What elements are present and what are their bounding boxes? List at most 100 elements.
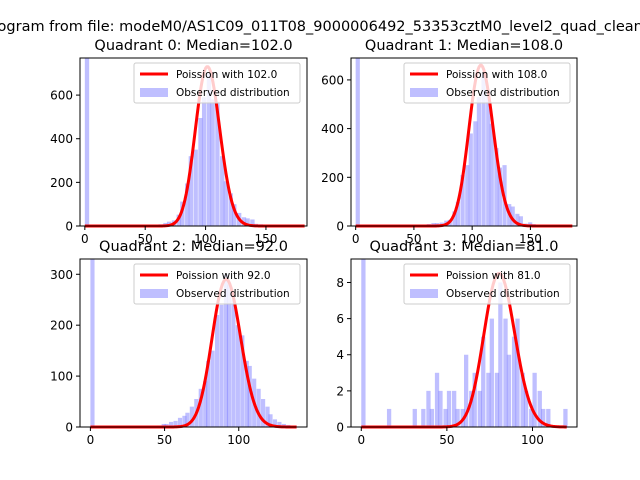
q2-hist-bar — [203, 381, 208, 427]
q2-hist-bar — [164, 423, 169, 427]
q2-axes-frame — [79, 258, 308, 428]
q2-hist-bar — [240, 335, 245, 427]
q0-hist-bar — [206, 73, 212, 226]
q2-xtick-label: 50 — [157, 433, 172, 447]
q1-hist-bar — [452, 211, 457, 226]
q3-hist-bar — [503, 318, 508, 427]
q0-ytick-label: 600 — [50, 89, 73, 103]
q2-hist-bar — [169, 421, 174, 427]
q2-hist-bar — [215, 315, 220, 427]
q3-hist-bar — [546, 408, 551, 427]
q2-hist-bar — [182, 415, 187, 427]
q0-xtick-label: 0 — [81, 232, 89, 246]
q3-hist-bar — [532, 372, 537, 427]
q3-legend-box — [403, 263, 571, 305]
q1-hist-bar — [455, 201, 461, 226]
q1-xtick-label: 50 — [406, 232, 421, 246]
q1-legend-box — [403, 62, 571, 104]
q2-ytick-label: 300 — [50, 268, 73, 282]
q2-title: Quadrant 2: Median=92.0 — [99, 239, 288, 255]
q1-hist-bar — [486, 89, 491, 226]
q0-xtick-label: 100 — [194, 232, 217, 246]
q0-hist-bar — [198, 118, 203, 226]
q2-hist-bar — [161, 423, 166, 427]
q3-axes-frame — [350, 258, 578, 428]
q3-hist-bar — [477, 390, 482, 427]
q1-ytick-label: 0 — [336, 220, 344, 234]
q1-hist-bar — [468, 133, 473, 226]
q3-ytick-label: 0 — [336, 421, 344, 435]
q3-ytick-label: 2 — [336, 384, 344, 398]
q3-hist-bar — [486, 372, 491, 427]
q3-hist-bar — [421, 408, 426, 427]
q3-hist-bar — [489, 318, 494, 427]
q0-hist-bar — [223, 181, 229, 226]
q0-hist-bar — [210, 99, 215, 226]
q2-hist-bar — [223, 274, 229, 427]
q3-ytick-label: 6 — [336, 312, 344, 326]
q3-hist-bar — [563, 408, 568, 427]
q1-hist-bar — [476, 96, 482, 227]
q1-axes-frame — [350, 57, 578, 227]
q0-hist-bar — [84, 58, 90, 226]
q0-hist-bar — [232, 204, 237, 226]
q1-ytick-label: 400 — [321, 122, 344, 136]
q2-hist-bar — [177, 417, 183, 427]
q3-hist-bar — [429, 408, 435, 427]
q0-hist-bar — [188, 156, 194, 226]
q1-hist-bar — [518, 216, 523, 226]
q2-hist-bar — [277, 421, 282, 427]
q1-xtick-label: 0 — [352, 232, 360, 246]
q3-hist-bar — [426, 390, 431, 427]
q3-hist-bar — [443, 408, 448, 427]
q2-hist-bar — [210, 350, 215, 427]
q3-hist-bar — [515, 318, 520, 427]
q3-legend-label-observed: Observed distribution — [446, 288, 560, 300]
q0-hist-bar — [201, 97, 207, 226]
q1-title: Quadrant 1: Median=108.0 — [365, 38, 563, 54]
q0-legend-label-poisson: Poission with 102.0 — [176, 69, 277, 81]
q2-hist-bar — [256, 388, 261, 427]
q1-hist-bar — [355, 58, 360, 226]
q3-hist-bar — [481, 336, 486, 427]
q2-hist-bar — [189, 406, 194, 427]
q0-axes-frame — [79, 57, 308, 227]
q2-hist-bar — [268, 414, 273, 427]
q1-hist-bar — [528, 222, 533, 226]
q1-ytick-label: 200 — [321, 171, 344, 185]
q2-legend-label-observed: Observed distribution — [176, 288, 290, 300]
q1-hist-bar — [465, 165, 470, 226]
q2-hist-bar — [219, 304, 224, 427]
q3-hist-bar — [464, 354, 469, 427]
q2-hist-bar — [231, 299, 236, 427]
figure-title: Histogram from file: modeM0/AS1C09_011T0… — [0, 19, 640, 35]
q2-hist-bar — [261, 399, 266, 427]
q2-hist-bar — [206, 360, 211, 427]
q0-hist-bar — [185, 183, 190, 226]
q1-hist-bar — [510, 206, 515, 226]
q1-hist-bar — [515, 213, 520, 226]
q3-legend-label-poisson: Poission with 81.0 — [446, 270, 541, 282]
q3-hist-bar — [511, 336, 517, 427]
q1-legend-label-poisson: Poission with 108.0 — [446, 69, 547, 81]
q0-xtick-label: 50 — [138, 232, 153, 246]
q3-legend-bar-swatch — [410, 289, 438, 298]
q2-xtick-label: 100 — [227, 433, 250, 447]
q2-hist-bar — [247, 365, 252, 427]
q1-hist-bar — [489, 123, 494, 226]
q3-hist-bar — [494, 372, 500, 427]
q2-hist-bar — [272, 419, 278, 427]
q2-hist-bar — [173, 420, 178, 427]
q3-hist-bar — [506, 354, 512, 427]
q0-hist-bar — [228, 193, 233, 226]
q3-hist-bar — [529, 408, 534, 427]
q3-hist-bar — [498, 282, 503, 427]
q1-hist-bar — [494, 148, 499, 226]
q3-hist-bar — [541, 408, 546, 427]
q1-hist-bar — [473, 121, 478, 226]
q1-legend-label-observed: Observed distribution — [446, 87, 560, 99]
q1-hist-bar — [481, 72, 486, 226]
q0-legend-label-observed: Observed distribution — [176, 87, 290, 99]
q3-hist-bar — [386, 408, 392, 427]
